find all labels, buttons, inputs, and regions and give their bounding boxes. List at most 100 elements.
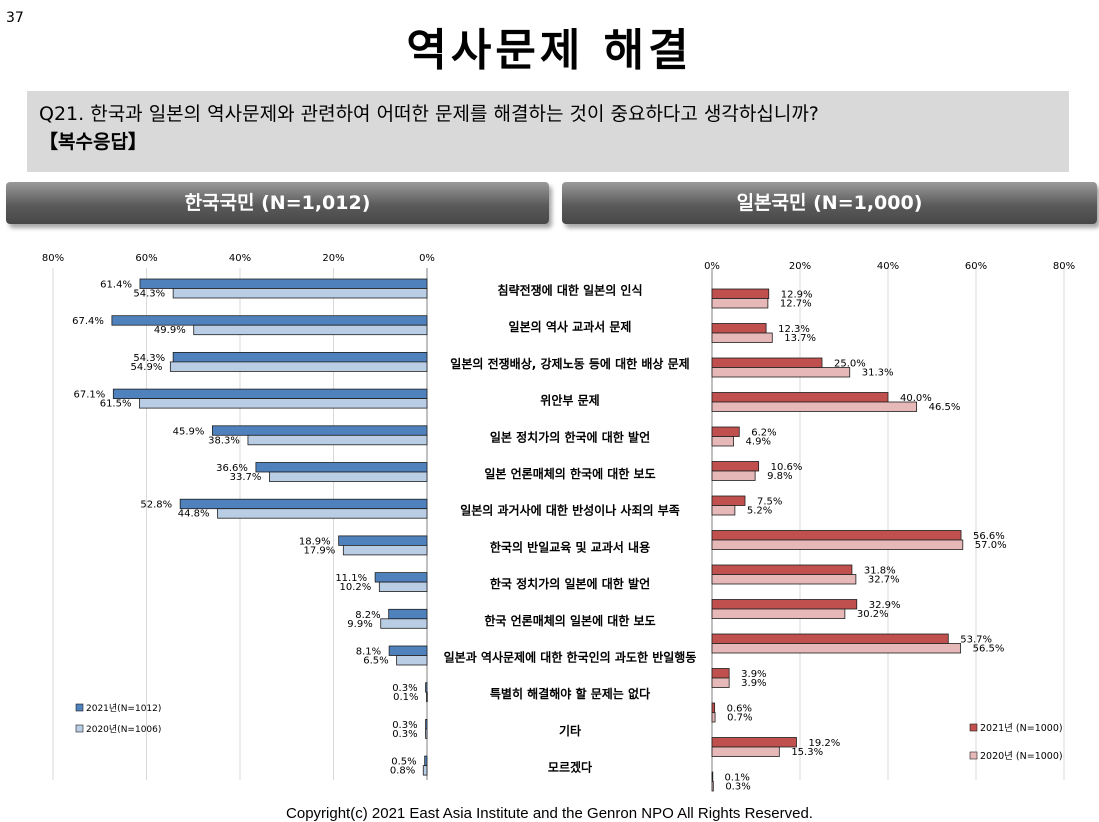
japan-2021-bar xyxy=(711,737,797,748)
korea-2021-data-label: 11.1% xyxy=(335,573,367,584)
japan-2020-bar xyxy=(711,539,964,550)
korea-2021-bar xyxy=(388,645,428,656)
japan-2021-bar xyxy=(711,461,760,472)
category-label: 모르겠다 xyxy=(548,760,592,775)
question-text: Q21. 한국과 일본의 역사문제와 관련하여 어떠한 문제를 해결하는 것이 … xyxy=(39,103,819,125)
japan-2020-bar xyxy=(711,298,769,309)
right-tick-label: 20% xyxy=(789,261,811,272)
left-tick-label: 20% xyxy=(322,253,344,264)
japan-2021-bar xyxy=(711,426,740,437)
left-tick-label: 0% xyxy=(419,253,435,264)
japan-2021-data-label: 6.2% xyxy=(751,428,776,439)
korea-2021-data-label: 0.3% xyxy=(392,683,417,694)
korea-2020-bar xyxy=(172,288,428,299)
korea-2020-data-label: 17.9% xyxy=(304,545,336,556)
japan-2020-bar xyxy=(711,643,962,654)
left-tick-label: 40% xyxy=(229,253,251,264)
japan-2021-data-label: 31.8% xyxy=(864,566,896,577)
japan-2020-bar xyxy=(711,781,714,792)
japan-2021-bar xyxy=(711,357,823,368)
japan-2020-data-label: 46.5% xyxy=(929,402,961,413)
korea-2020-bar xyxy=(380,618,428,629)
korea-2021-data-label: 8.1% xyxy=(356,647,381,658)
japan-2021-bar xyxy=(711,288,770,299)
korea-2021-bar xyxy=(424,755,428,766)
korea-2020-bar xyxy=(193,324,428,336)
korea-2020-legend-swatch xyxy=(75,724,84,733)
korea-2021-data-label: 36.6% xyxy=(216,463,248,474)
copyright-text: Copyright(c) 2021 East Asia Institute an… xyxy=(286,805,813,822)
japan-2020-bar xyxy=(711,470,756,481)
korea-2020-bar xyxy=(169,361,428,372)
korea-2020-bar xyxy=(217,508,428,519)
category-label: 일본의 역사 교과서 문제 xyxy=(509,319,632,334)
korea-2021-bar xyxy=(112,388,428,400)
left-tick-label: 60% xyxy=(135,253,157,264)
korea-2020-data-label: 10.2% xyxy=(340,582,372,593)
korea-2021-legend-label: 2021년(N=1012) xyxy=(86,703,161,714)
korea-2020-data-label: 33.7% xyxy=(230,472,262,483)
japan-2020-data-label: 12.7% xyxy=(780,299,812,310)
japan-2020-data-label: 13.7% xyxy=(784,333,816,344)
japan-2020-data-label: 0.7% xyxy=(727,713,752,724)
korea-2021-data-label: 54.3% xyxy=(133,353,165,364)
category-label: 일본 언론매체의 한국에 대한 보도 xyxy=(484,466,655,481)
japan-2021-bar xyxy=(711,702,716,713)
korea-2020-data-label: 49.9% xyxy=(154,325,186,336)
japan-2021-data-label: 0.1% xyxy=(724,773,749,784)
japan-2020-data-label: 0.3% xyxy=(725,782,750,793)
right-tick-label: 40% xyxy=(877,261,899,272)
japan-2020-data-label: 32.7% xyxy=(868,575,900,586)
category-label: 기타 xyxy=(559,723,581,738)
japan-2021-bar xyxy=(711,668,730,679)
korea-2020-bar xyxy=(425,728,428,739)
category-label: 일본의 전쟁배상, 강제노동 등에 대한 배상 문제 xyxy=(450,356,689,371)
question-box: Q21. 한국과 일본의 역사문제와 관련하여 어떠한 문제를 해결하는 것이 … xyxy=(27,91,1069,172)
category-label: 한국 정치가의 일본에 대한 발언 xyxy=(490,576,650,591)
japan-2021-data-label: 56.6% xyxy=(973,531,1005,542)
japan-2020-data-label: 4.9% xyxy=(746,437,771,448)
korea-2021-data-label: 67.4% xyxy=(72,316,104,327)
korea-2021-bar xyxy=(374,572,428,583)
korea-panel-header: 한국국민 (N=1,012) xyxy=(6,182,549,224)
korea-2021-bar xyxy=(425,719,428,730)
japan-2020-bar xyxy=(711,332,773,343)
korea-2021-legend-swatch xyxy=(75,703,84,712)
korea-2020-bar xyxy=(378,581,428,592)
japan-2020-data-label: 30.2% xyxy=(857,609,889,620)
japan-2021-bar xyxy=(711,771,714,782)
right-tick-label: 0% xyxy=(704,261,720,272)
korea-2021-data-label: 45.9% xyxy=(173,426,205,437)
japan-2021-bar xyxy=(711,392,889,403)
category-label: 일본과 역사문제에 대한 한국인의 과도한 반일행동 xyxy=(444,650,697,665)
korea-2020-data-label: 44.8% xyxy=(178,509,210,520)
japan-panel-header: 일본국민 (N=1,000) xyxy=(562,182,1097,224)
japan-2020-data-label: 57.0% xyxy=(975,540,1007,551)
japan-2020-bar xyxy=(711,746,780,757)
korea-2020-data-label: 61.5% xyxy=(100,399,132,410)
japan-2021-data-label: 53.7% xyxy=(960,635,992,646)
korea-2020-data-label: 0.1% xyxy=(393,692,418,703)
korea-2021-bar xyxy=(179,498,428,510)
japan-2020-legend-swatch xyxy=(969,751,978,760)
japan-2021-bar xyxy=(711,495,746,506)
category-label: 일본의 과거사에 대한 반성이나 사죄의 부족 xyxy=(460,503,680,518)
korea-2020-data-label: 54.9% xyxy=(131,362,163,373)
japan-2021-data-label: 7.5% xyxy=(757,497,782,508)
japan-2020-bar xyxy=(711,712,716,723)
japan-2021-legend-label: 2021년 (N=1000) xyxy=(980,723,1063,734)
category-label: 특별히 해결해야 할 문제는 없다 xyxy=(490,686,650,701)
category-label: 한국 언론매체의 일본에 대한 보도 xyxy=(484,613,655,628)
japan-2021-data-label: 40.0% xyxy=(900,393,932,404)
right-tick-label: 60% xyxy=(965,261,987,272)
japan-2020-data-label: 15.3% xyxy=(791,747,823,758)
korea-2021-data-label: 8.2% xyxy=(355,610,380,621)
korea-2021-bar xyxy=(172,351,428,363)
japan-2020-data-label: 9.8% xyxy=(767,471,792,482)
japan-2021-data-label: 3.9% xyxy=(741,669,766,680)
japan-2020-bar xyxy=(711,401,918,412)
korea-2020-bar xyxy=(422,765,428,776)
japan-2021-data-label: 25.0% xyxy=(834,359,866,370)
japan-2021-legend-swatch xyxy=(969,723,978,732)
